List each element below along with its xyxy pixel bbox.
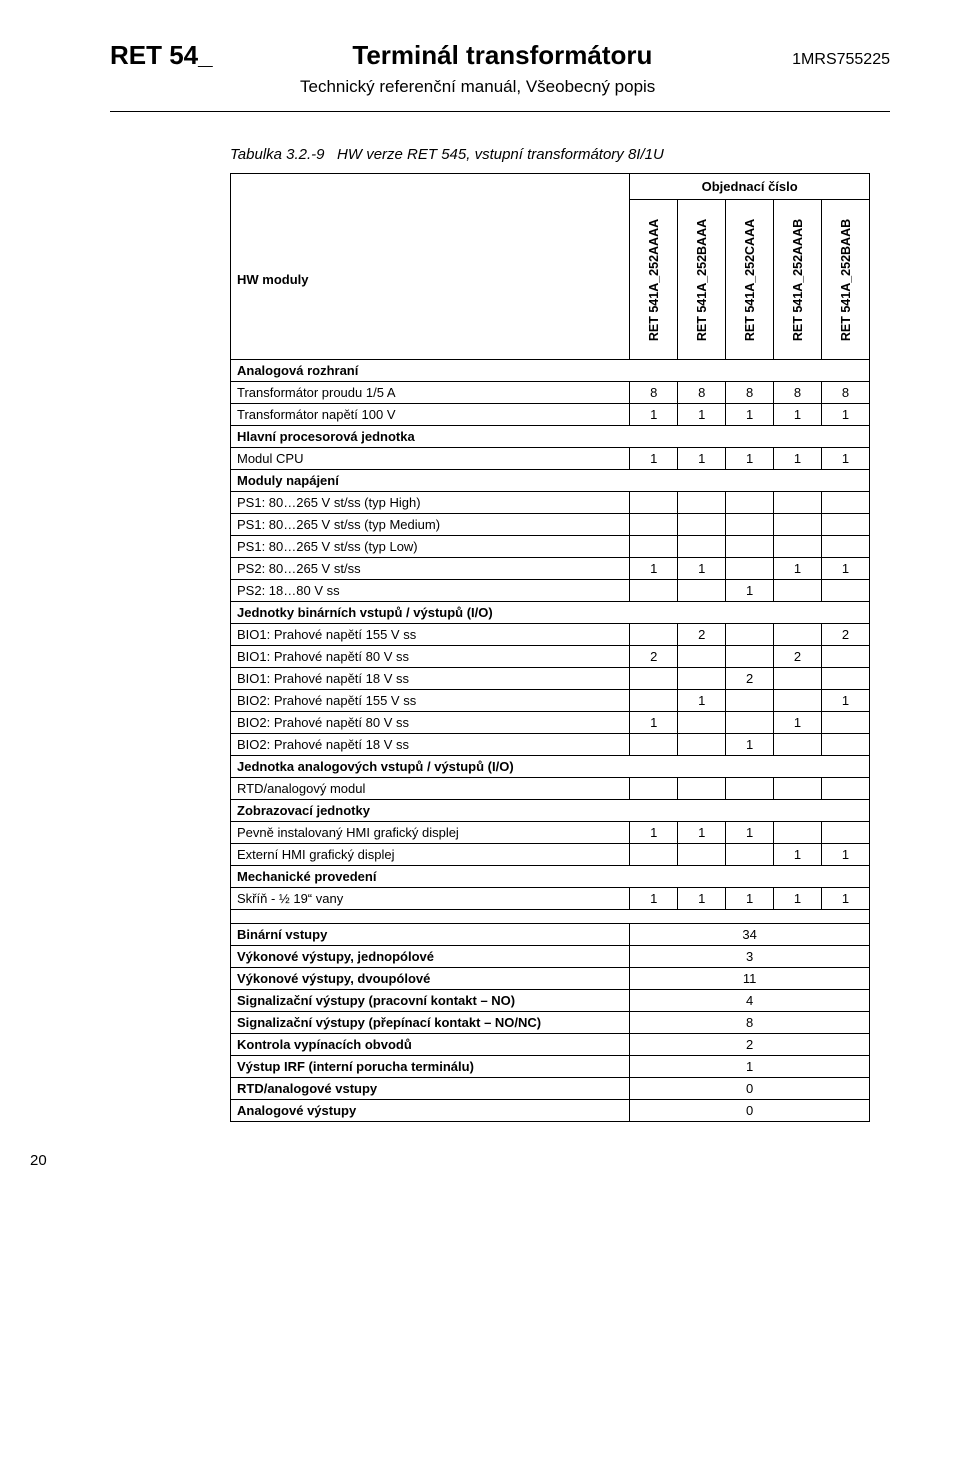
table-caption: Tabulka 3.2.-9 HW verze RET 545, vstupní… — [230, 146, 890, 163]
summary-row: Signalizační výstupy (pracovní kontakt –… — [231, 990, 870, 1012]
doc-subtitle: Technický referenční manuál, Všeobecný p… — [300, 77, 890, 97]
summary-row: Signalizační výstupy (přepínací kontakt … — [231, 1012, 870, 1034]
hw-table: Objednací číslo HW moduly RET 541A_252AA… — [230, 173, 870, 1122]
table-row: Skříň - ½ 19“ vany 11111 — [231, 888, 870, 910]
summary-row: Binární vstupy 34 — [231, 924, 870, 946]
group-analog: Analogová rozhraní — [231, 360, 870, 382]
col-variant-2: RET 541A_252CAAA — [726, 200, 774, 360]
summary-row: Kontrola vypínacích obvodů 2 — [231, 1034, 870, 1056]
hw-modules-header: HW moduly — [231, 200, 630, 360]
table-row: Externí HMI grafický displej 11 — [231, 844, 870, 866]
table-row: RTD/analogový modul — [231, 778, 870, 800]
doc-title: Terminál transformátoru — [352, 40, 652, 71]
table-row: PS1: 80…265 V st/ss (typ High) — [231, 492, 870, 514]
table-row: BIO1: Prahové napětí 80 V ss 22 — [231, 646, 870, 668]
col-variant-1: RET 541A_252BAAA — [678, 200, 726, 360]
group-mech: Mechanické provedení — [231, 866, 870, 888]
table-row: BIO2: Prahové napětí 18 V ss 1 — [231, 734, 870, 756]
table-row: PS1: 80…265 V st/ss (typ Medium) — [231, 514, 870, 536]
table-row: Transformátor proudu 1/5 A 88888 — [231, 382, 870, 404]
caption-text: HW verze RET 545, vstupní transformátory… — [337, 146, 664, 163]
caption-number: Tabulka 3.2.-9 — [230, 146, 325, 163]
group-psu: Moduly napájení — [231, 470, 870, 492]
group-binio: Jednotky binárních vstupů / výstupů (I/O… — [231, 602, 870, 624]
table-row: PS2: 80…265 V st/ss 1111 — [231, 558, 870, 580]
group-anio: Jednotka analogových vstupů / výstupů (I… — [231, 756, 870, 778]
group-cpu: Hlavní procesorová jednotka — [231, 426, 870, 448]
summary-row: Výkonové výstupy, jednopólové 3 — [231, 946, 870, 968]
group-disp: Zobrazovací jednotky — [231, 800, 870, 822]
header-rule — [110, 111, 890, 112]
table-row: Modul CPU 11111 — [231, 448, 870, 470]
table-row: BIO2: Prahové napětí 80 V ss 11 — [231, 712, 870, 734]
col-variant-3: RET 541A_252AAAB — [774, 200, 822, 360]
table-row: Pevně instalovaný HMI grafický displej 1… — [231, 822, 870, 844]
table-row: PS2: 18…80 V ss 1 — [231, 580, 870, 602]
page-number: 20 — [30, 1152, 890, 1169]
table-row: BIO1: Prahové napětí 155 V ss 22 — [231, 624, 870, 646]
col-variant-0: RET 541A_252AAAA — [630, 200, 678, 360]
doc-code: RET 54_ — [110, 40, 213, 71]
table-row: Transformátor napětí 100 V 11111 — [231, 404, 870, 426]
summary-row: Výstup IRF (interní porucha terminálu) 1 — [231, 1056, 870, 1078]
table-row: BIO1: Prahové napětí 18 V ss 2 — [231, 668, 870, 690]
table-row: PS1: 80…265 V st/ss (typ Low) — [231, 536, 870, 558]
table-row: BIO2: Prahové napětí 155 V ss 11 — [231, 690, 870, 712]
summary-row: Výkonové výstupy, dvoupólové 11 — [231, 968, 870, 990]
doc-id: 1MRS755225 — [792, 51, 890, 69]
summary-row: Analogové výstupy 0 — [231, 1100, 870, 1122]
order-number-header: Objednací číslo — [630, 174, 870, 200]
summary-row: RTD/analogové vstupy 0 — [231, 1078, 870, 1100]
col-variant-4: RET 541A_252BAAB — [822, 200, 870, 360]
